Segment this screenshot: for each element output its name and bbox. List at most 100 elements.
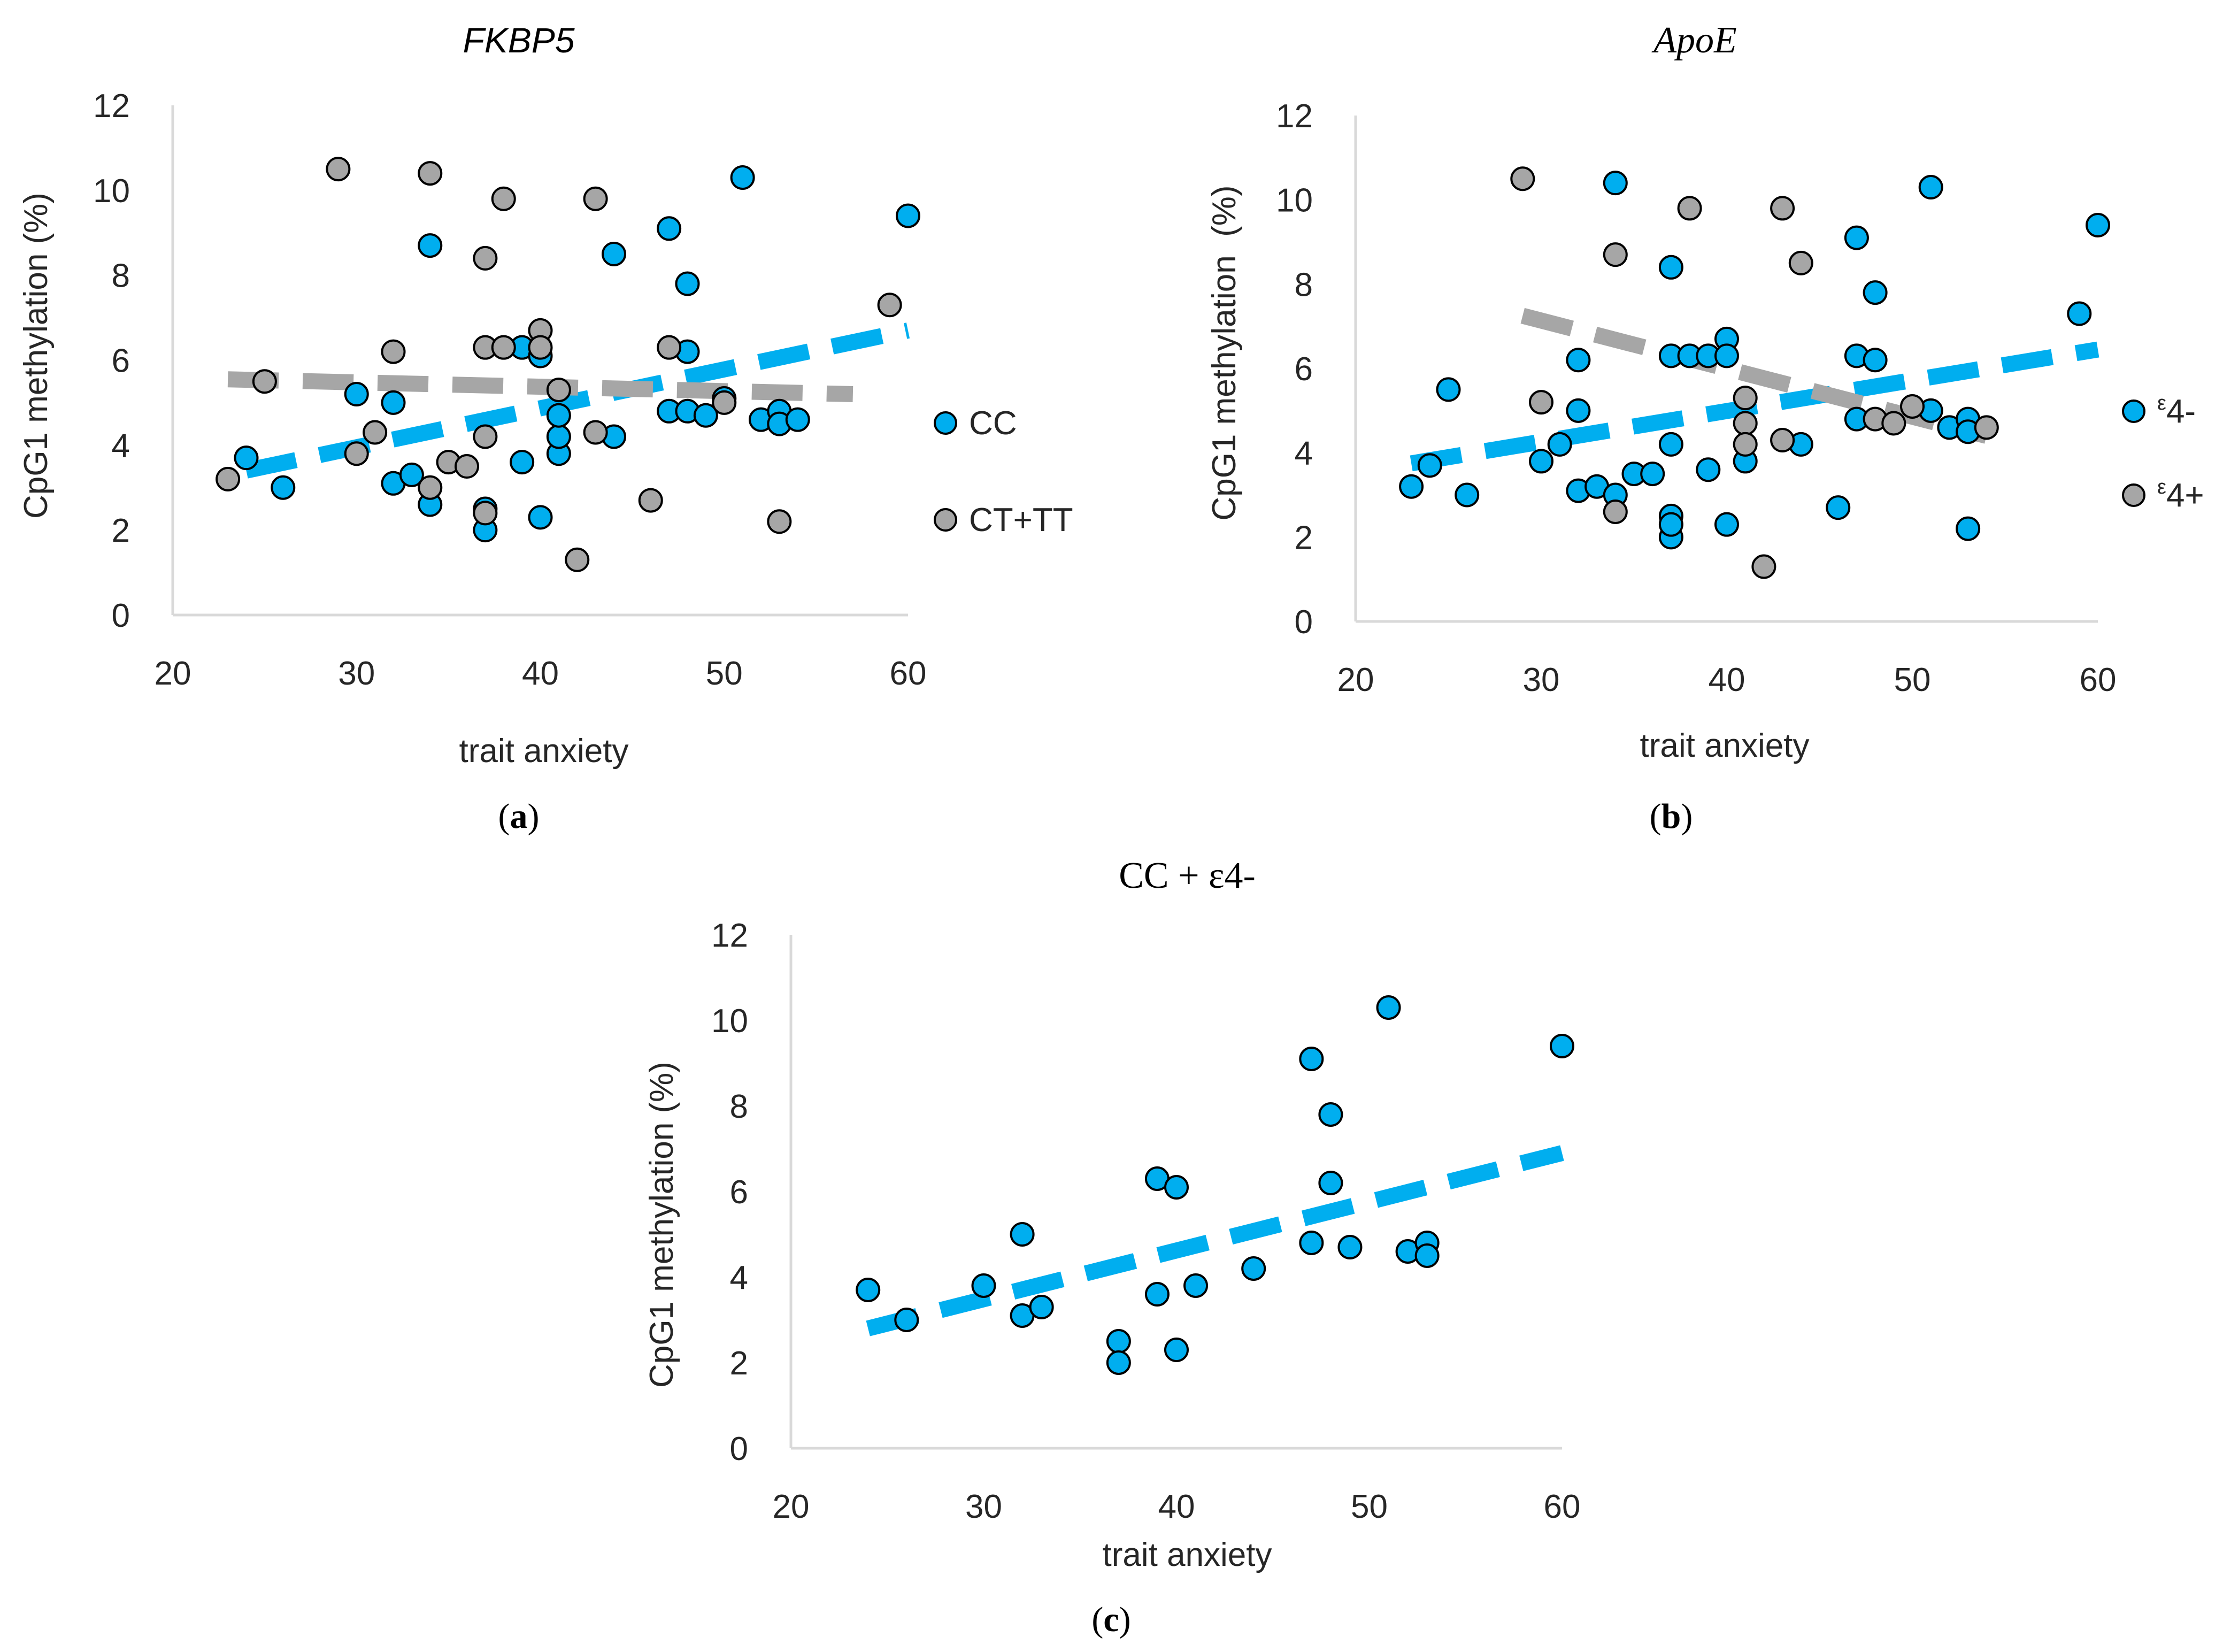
data-point-series1 (1318, 1171, 1343, 1195)
data-point-series1 (528, 505, 553, 530)
data-point-series1 (2086, 212, 2110, 237)
y-axis-label-c: CpG1 methylation (%) (643, 1062, 680, 1388)
data-point-series2 (491, 335, 516, 360)
y-tick-label: 8 (112, 258, 130, 295)
x-tick-label: 20 (1337, 662, 1374, 698)
data-point-series1 (1144, 1282, 1170, 1307)
data-point-series2 (546, 378, 571, 403)
data-points-b (1399, 166, 2110, 579)
data-point-series1 (1455, 482, 1480, 508)
data-point-series1 (344, 382, 369, 407)
chart-title-b: ApoE (1651, 20, 1737, 61)
data-point-series1 (1399, 474, 1424, 499)
data-point-series2 (252, 369, 277, 394)
data-point-series2 (712, 390, 737, 415)
x-tick-label: 20 (773, 1488, 810, 1525)
y-tick-label: 0 (1295, 604, 1313, 641)
data-point-series2 (363, 420, 388, 445)
data-point-series2 (473, 501, 498, 526)
data-point-series2 (1510, 166, 1535, 191)
data-point-series1 (1658, 432, 1683, 457)
data-point-series2 (418, 161, 443, 186)
chart-title-c: CC + ε4- (1119, 855, 1256, 896)
data-point-series1 (418, 233, 443, 258)
data-point-series2 (657, 335, 682, 360)
y-tick-label: 8 (1295, 266, 1313, 303)
data-point-series1 (1029, 1295, 1054, 1319)
data-point-series1 (730, 165, 755, 190)
data-point-series1 (1164, 1175, 1189, 1200)
data-point-series2 (877, 293, 902, 318)
x-axis-label-c: trait anxiety (1102, 1536, 1272, 1573)
data-point-series2 (638, 488, 663, 513)
data-point-series2 (528, 335, 553, 360)
data-point-series1 (1696, 457, 1721, 482)
y-tick-label: 12 (711, 917, 748, 954)
data-point-series1 (1603, 171, 1628, 196)
y-tick-label: 2 (730, 1345, 748, 1382)
data-point-series1 (894, 1308, 919, 1332)
data-point-series2 (1603, 242, 1628, 267)
trend-line-primary (1410, 341, 2099, 472)
data-point-series1 (1863, 348, 1888, 373)
data-point-series1 (1658, 512, 1683, 537)
panel-label-b: (b) (1650, 797, 1693, 836)
data-point-series2 (1751, 554, 1776, 579)
chart-title-a: FKBP5 (463, 20, 574, 60)
x-tick-labels-c: 20 30 40 50 60 (773, 1488, 1581, 1525)
data-point-series1 (1918, 175, 1943, 200)
data-point-series2 (1788, 250, 1813, 275)
data-point-series1 (1844, 225, 1869, 250)
data-point-series2 (216, 466, 241, 491)
x-tick-label: 40 (522, 655, 559, 692)
data-point-series1 (1299, 1047, 1324, 1071)
data-point-series2 (1677, 196, 1702, 221)
data-point-series1 (675, 271, 700, 296)
data-point-series2 (767, 509, 792, 534)
data-point-series2 (1900, 394, 1925, 419)
x-tick-label: 60 (1544, 1488, 1581, 1525)
data-point-series2 (491, 186, 516, 211)
data-point-series1 (785, 407, 810, 432)
data-point-series1 (1106, 1350, 1131, 1375)
data-point-series1 (1436, 377, 1461, 402)
data-point-series1 (1529, 449, 1553, 474)
panel-label-a: (a) (498, 797, 540, 836)
data-point-series2 (418, 475, 443, 500)
x-tick-label: 60 (890, 655, 927, 692)
data-point-series1 (510, 450, 535, 475)
data-point-series1 (1566, 348, 1591, 373)
legend-marker-cc (934, 411, 957, 435)
data-point-series2 (583, 186, 608, 211)
data-point-series1 (1164, 1338, 1189, 1362)
y-tick-label: 4 (112, 427, 130, 464)
y-tick-label: 4 (1295, 435, 1313, 472)
data-point-series1 (1010, 1222, 1035, 1247)
data-point-series1 (546, 403, 571, 428)
x-tick-label: 40 (1709, 662, 1745, 698)
data-point-series1 (546, 424, 571, 449)
data-point-series1 (1547, 432, 1572, 457)
y-tick-labels-a: 0 2 4 6 8 10 12 (93, 88, 130, 634)
data-points-c (856, 995, 1574, 1375)
data-point-series1 (1863, 280, 1888, 305)
data-point-series1 (896, 203, 920, 228)
panel-label-c: (c) (1091, 1600, 1130, 1639)
y-tick-label: 10 (711, 1003, 748, 1040)
y-tick-label: 6 (1295, 351, 1313, 388)
data-point-series1 (1640, 462, 1665, 487)
data-point-series1 (1318, 1102, 1343, 1127)
legend-marker-e4-plus (2122, 483, 2145, 507)
data-point-series2 (1733, 386, 1758, 411)
data-point-series1 (1956, 516, 1981, 541)
legend-marker-e4-minus (2122, 399, 2145, 423)
data-point-series2 (1881, 411, 1906, 436)
data-point-series1 (1106, 1329, 1131, 1354)
data-point-series1 (856, 1278, 881, 1302)
x-tick-label: 30 (965, 1488, 1002, 1525)
data-point-series2 (1770, 428, 1795, 453)
legend-label-e4-plus: ε4+ (2157, 476, 2204, 514)
data-points-a (216, 157, 920, 572)
legend-label-cc: CC (969, 405, 1017, 442)
